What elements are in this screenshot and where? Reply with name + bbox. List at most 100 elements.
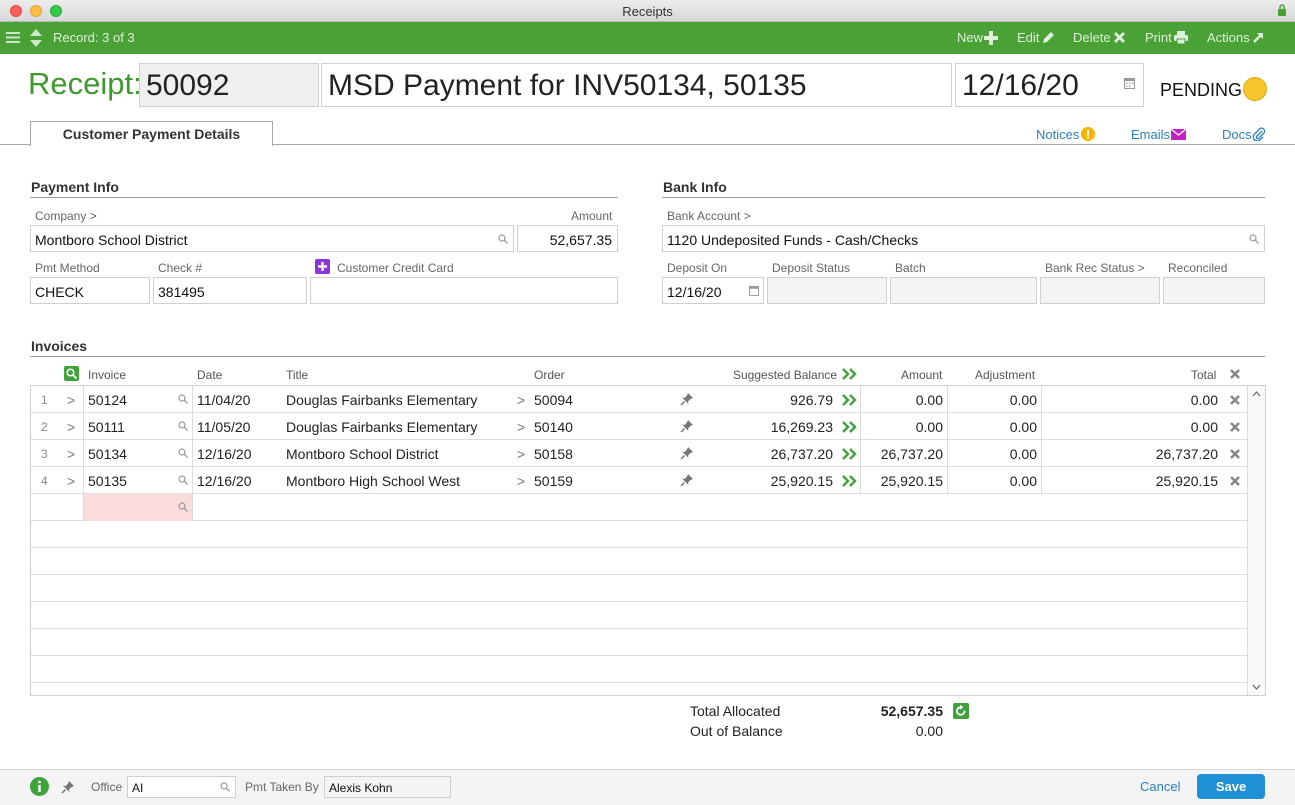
order-cell[interactable]: 50140	[534, 419, 573, 435]
printer-icon[interactable]	[1174, 31, 1188, 44]
order-link-icon[interactable]: >	[517, 446, 526, 462]
deposit-on-field[interactable]: 12/16/20	[662, 277, 764, 304]
paperclip-icon[interactable]	[1252, 127, 1265, 141]
table-row[interactable]: 2 >50111 11/05/20 Douglas Fairbanks Element…	[31, 413, 1247, 440]
pin-icon[interactable]	[680, 392, 694, 406]
info-icon[interactable]	[30, 777, 49, 796]
tab-customer-payment-details[interactable]: Customer Payment Details	[30, 121, 273, 146]
bank-rec-status-label[interactable]: Bank Rec Status >	[1045, 261, 1145, 275]
adjustment-cell[interactable]: 0.00	[1009, 473, 1037, 489]
chevron-up-icon[interactable]	[1252, 391, 1261, 397]
adjustment-cell[interactable]: 0.00	[1009, 446, 1037, 462]
row-expand-icon[interactable]: >	[67, 392, 76, 408]
amount-cell[interactable]: 0.00	[915, 419, 943, 435]
customer-credit-card-field[interactable]	[310, 277, 618, 304]
row-expand-icon[interactable]: >	[67, 446, 76, 462]
receipt-title-field[interactable]: MSD Payment for INV50134, 50135	[321, 63, 952, 107]
order-link-icon[interactable]: >	[517, 419, 526, 435]
company-label[interactable]: Company >	[35, 209, 97, 223]
pin-icon[interactable]	[680, 446, 694, 460]
save-button[interactable]: Save	[1197, 774, 1265, 799]
calendar-icon[interactable]	[749, 286, 759, 296]
order-link-icon[interactable]: >	[517, 392, 526, 408]
delete-row-icon[interactable]	[1229, 421, 1241, 433]
adjustment-cell[interactable]: 0.00	[1009, 392, 1037, 408]
pmt-method-field[interactable]: CHECK	[30, 277, 150, 304]
search-icon[interactable]	[178, 475, 188, 485]
table-row[interactable]: 1 >50124 11/04/20 Douglas Fairbanks Element…	[31, 386, 1247, 413]
envelope-icon[interactable]	[1171, 129, 1186, 140]
search-icon[interactable]	[498, 234, 508, 244]
search-icon[interactable]	[178, 448, 188, 458]
delete-row-icon[interactable]	[1229, 448, 1241, 460]
new-button[interactable]: New	[957, 30, 984, 45]
refresh-icon[interactable]	[953, 703, 969, 719]
table-row[interactable]: 4 >50135 12/16/20 Montboro High School West…	[31, 467, 1247, 494]
invoice-cell[interactable]: 50124	[83, 386, 192, 413]
adjustment-cell[interactable]: 0.00	[1009, 419, 1037, 435]
amount-field[interactable]: 52,657.35	[517, 225, 618, 252]
amount-cell[interactable]: 0.00	[915, 392, 943, 408]
apply-all-icon[interactable]	[842, 368, 857, 380]
order-cell[interactable]: 50094	[534, 392, 573, 408]
lock-icon[interactable]	[1277, 4, 1287, 17]
menu-icon[interactable]	[6, 31, 20, 44]
receipt-date-field[interactable]: 12/16/20	[955, 63, 1144, 107]
search-icon[interactable]	[178, 394, 188, 404]
notices-link[interactable]: Notices	[1036, 127, 1080, 142]
add-credit-card-icon[interactable]	[315, 259, 330, 274]
calendar-icon[interactable]	[1124, 78, 1135, 89]
cancel-button[interactable]: Cancel	[1140, 779, 1181, 794]
search-icon[interactable]	[178, 502, 188, 512]
print-button[interactable]: Print	[1145, 30, 1172, 45]
record-updown-icon[interactable]	[29, 28, 43, 48]
amount-cell[interactable]: 26,737.20	[880, 446, 943, 462]
plus-icon[interactable]	[984, 31, 998, 45]
arrow-out-icon[interactable]	[1252, 31, 1265, 44]
actions-button[interactable]: Actions	[1207, 30, 1250, 45]
pin-icon[interactable]	[680, 473, 694, 487]
order-cell[interactable]: 50158	[534, 446, 573, 462]
company-field[interactable]: Montboro School District	[30, 225, 514, 252]
row-expand-icon[interactable]: >	[67, 473, 76, 489]
pencil-icon[interactable]	[1042, 31, 1055, 44]
apply-balance-icon[interactable]	[842, 421, 857, 433]
pin-icon[interactable]	[61, 780, 75, 794]
apply-balance-icon[interactable]	[842, 394, 857, 406]
table-row[interactable]: 3 >50134 12/16/20 Montboro School District >…	[31, 440, 1247, 467]
zoom-window-button[interactable]	[50, 5, 62, 17]
alert-icon[interactable]	[1081, 127, 1095, 141]
order-cell[interactable]: 50159	[534, 473, 573, 489]
docs-link[interactable]: Docs	[1222, 127, 1252, 142]
edit-button[interactable]: Edit	[1017, 30, 1040, 45]
office-field[interactable]: AI	[127, 776, 236, 798]
apply-balance-icon[interactable]	[842, 448, 857, 460]
table-row[interactable]	[31, 494, 1247, 521]
bank-account-field[interactable]: 1120 Undeposited Funds - Cash/Checks	[662, 225, 1265, 252]
minimize-window-button[interactable]	[30, 5, 42, 17]
amount-cell[interactable]: 25,920.15	[880, 473, 943, 489]
chevron-down-icon[interactable]	[1252, 684, 1261, 690]
grid-scrollbar[interactable]	[1247, 386, 1265, 695]
x-icon[interactable]	[1113, 31, 1126, 44]
row-expand-icon[interactable]: >	[67, 419, 76, 435]
apply-balance-icon[interactable]	[842, 475, 857, 487]
order-link-icon[interactable]: >	[517, 473, 526, 489]
delete-button[interactable]: Delete	[1073, 30, 1111, 45]
emails-link[interactable]: Emails	[1131, 127, 1171, 142]
invoice-cell[interactable]: 50134	[83, 440, 192, 467]
close-window-button[interactable]	[10, 5, 22, 17]
bank-account-label[interactable]: Bank Account >	[667, 209, 751, 223]
new-invoice-input[interactable]	[84, 494, 192, 521]
pin-icon[interactable]	[680, 419, 694, 433]
search-icon[interactable]	[1249, 234, 1259, 244]
invoice-cell[interactable]: 50111	[83, 413, 192, 440]
invoice-search-icon[interactable]	[64, 366, 79, 381]
search-icon[interactable]	[178, 421, 188, 431]
delete-row-icon[interactable]	[1229, 394, 1241, 406]
delete-row-icon[interactable]	[1229, 475, 1241, 487]
invoice-cell[interactable]: 50135	[83, 467, 192, 494]
search-icon[interactable]	[220, 782, 230, 792]
delete-all-icon[interactable]	[1229, 368, 1241, 380]
check-number-field[interactable]: 381495	[153, 277, 307, 304]
